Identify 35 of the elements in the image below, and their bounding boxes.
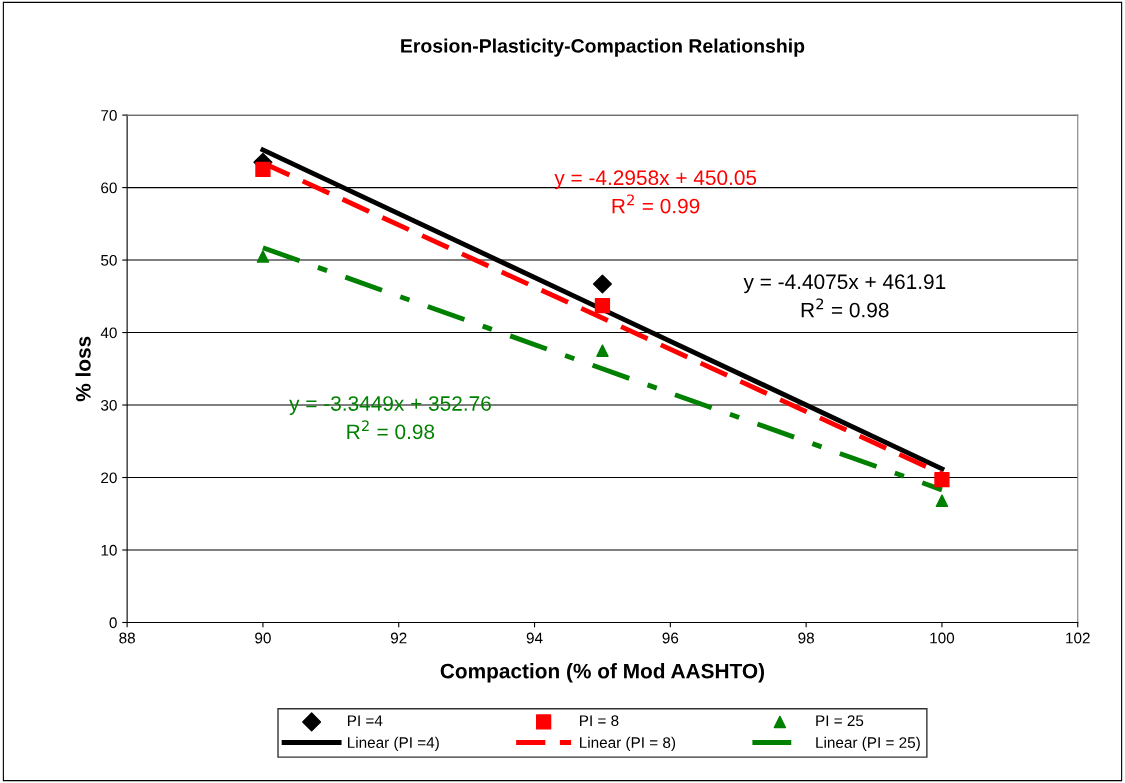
x-tick-label: 98 (798, 632, 814, 644)
x-tick-label: 96 (662, 632, 679, 644)
point (255, 161, 271, 178)
point (592, 274, 612, 294)
point (934, 472, 950, 488)
chart-title: Erosion-Plasticity-Compaction Relationship (401, 38, 805, 57)
point (594, 298, 611, 314)
x-tick-label: 94 (526, 632, 543, 644)
point (935, 494, 949, 507)
y-tick-label: 40 (100, 327, 117, 339)
x-tick-label: 90 (255, 632, 271, 644)
y-tick-label: 0 (109, 617, 117, 629)
annotation: y = -4.2958x + 450.05 R$^{2}$ = 0.99 (554, 170, 757, 214)
point (596, 344, 609, 357)
y-tick-label: 10 (101, 544, 117, 556)
y-axis-title: % loss (75, 336, 91, 402)
legend-label: PI = 25 (816, 715, 864, 727)
annotation: y = -4.4075x + 461.91 R$^{2}$ = 0.98 (743, 274, 946, 318)
legend-label: Linear (PI = 8) (580, 736, 676, 751)
y-tick-label: 30 (100, 399, 117, 411)
x-axis-title: Compaction (% of Mod AASHTO) (440, 663, 765, 683)
legend-label: PI =4 (348, 715, 383, 726)
x-tick-label: 92 (390, 632, 407, 644)
x-tick-label: 88 (119, 632, 135, 644)
y-tick-label: 60 (101, 182, 117, 194)
legend-label: Linear (PI =4) (348, 736, 439, 751)
legend-label: Linear (PI = 25) (816, 736, 920, 751)
y-tick-label: 50 (101, 254, 117, 266)
annotation: y = -3.3449x + 352.76 R$^{2}$ = 0.98 (289, 396, 491, 440)
point (256, 250, 270, 263)
x-tick-label: 102 (1066, 632, 1090, 644)
legend-label: PI = 8 (580, 715, 619, 727)
x-tick-label: 100 (930, 632, 955, 644)
y-tick-label: 70 (101, 109, 117, 121)
y-tick-label: 20 (101, 472, 117, 484)
